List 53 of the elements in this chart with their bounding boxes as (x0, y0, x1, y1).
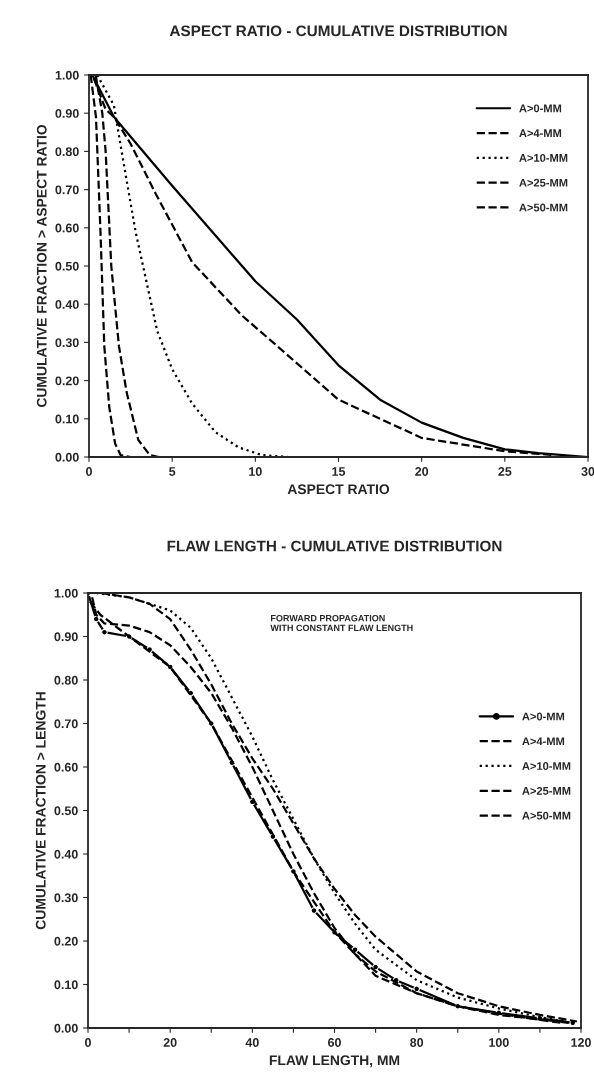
x-tick-label: 0 (86, 467, 92, 476)
x-axis-title: ASPECT RATIO (287, 484, 390, 495)
y-tick-label: 0.00 (55, 452, 79, 462)
chart-title: ASPECT RATIO - CUMULATIVE DISTRIBUTION (169, 25, 507, 37)
x-tick-label: 40 (245, 1038, 259, 1047)
x-tick-label: 0 (85, 1038, 91, 1047)
y-tick-label: 0.80 (54, 675, 78, 685)
legend-label: A>4-MM (522, 737, 565, 746)
x-tick-label: 25 (498, 467, 512, 476)
y-axis-title: CUMULATIVE FRACTION > ASPECT RATIO (36, 124, 47, 408)
y-tick-label: 0.70 (54, 719, 78, 729)
x-tick-label: 30 (581, 467, 594, 476)
y-tick-label: 0.70 (55, 185, 79, 195)
x-tick-label: 15 (332, 467, 346, 476)
x-tick-label: 20 (163, 1038, 177, 1047)
chart-title: FLAW LENGTH - CUMULATIVE DISTRIBUTION (167, 540, 502, 552)
legend-label: A>10-MM (522, 762, 571, 770)
y-tick-label: 0.80 (55, 147, 79, 157)
x-tick-label: 100 (489, 1038, 509, 1047)
x-tick-label: 120 (571, 1038, 591, 1047)
legend-label: A>0-MM (519, 104, 562, 113)
y-tick-label: 0.60 (55, 223, 79, 233)
y-tick-label: 0.40 (55, 300, 79, 309)
x-axis-title: FLAW LENGTH, MM (269, 1055, 400, 1068)
x-tick-label: 60 (328, 1038, 341, 1047)
x-tick-label: 10 (249, 467, 262, 476)
x-tick-label: 5 (169, 467, 176, 476)
y-tick-label: 0.00 (54, 1023, 78, 1033)
y-axis-title: CUMULATIVE FRACTION > LENGTH (35, 692, 46, 930)
y-tick-label: 0.10 (55, 414, 79, 424)
y-tick-label: 0.20 (55, 376, 79, 386)
y-tick-label: 0.30 (54, 893, 78, 903)
y-tick-label: 0.30 (55, 338, 79, 348)
legend-label: A>0-MM (522, 712, 565, 721)
legend-label: A>25-MM (522, 786, 571, 795)
legend-label: A>25-MM (519, 178, 568, 187)
legend-label: A>50-MM (522, 811, 571, 820)
legend-label: A>50-MM (519, 203, 568, 212)
annotation: FORWARD PROPAGATION WITH CONSTANT FLAW LENGTH (270, 614, 413, 632)
y-tick-label: 0.40 (54, 849, 78, 859)
y-tick-label: 0.10 (54, 980, 78, 990)
y-tick-label: 0.90 (55, 109, 79, 118)
y-tick-label: 1.00 (54, 588, 78, 598)
y-tick-label: 0.20 (54, 936, 78, 946)
legend-label: A>10-MM (519, 154, 568, 162)
y-tick-label: 1.00 (55, 70, 79, 80)
y-tick-label: 0.60 (54, 762, 78, 772)
y-tick-label: 0.50 (55, 261, 79, 271)
y-tick-label: 0.90 (54, 632, 78, 642)
x-tick-label: 20 (415, 467, 429, 476)
legend-label: A>4-MM (519, 129, 562, 137)
x-tick-label: 80 (410, 1038, 424, 1047)
y-tick-label: 0.50 (54, 806, 78, 816)
